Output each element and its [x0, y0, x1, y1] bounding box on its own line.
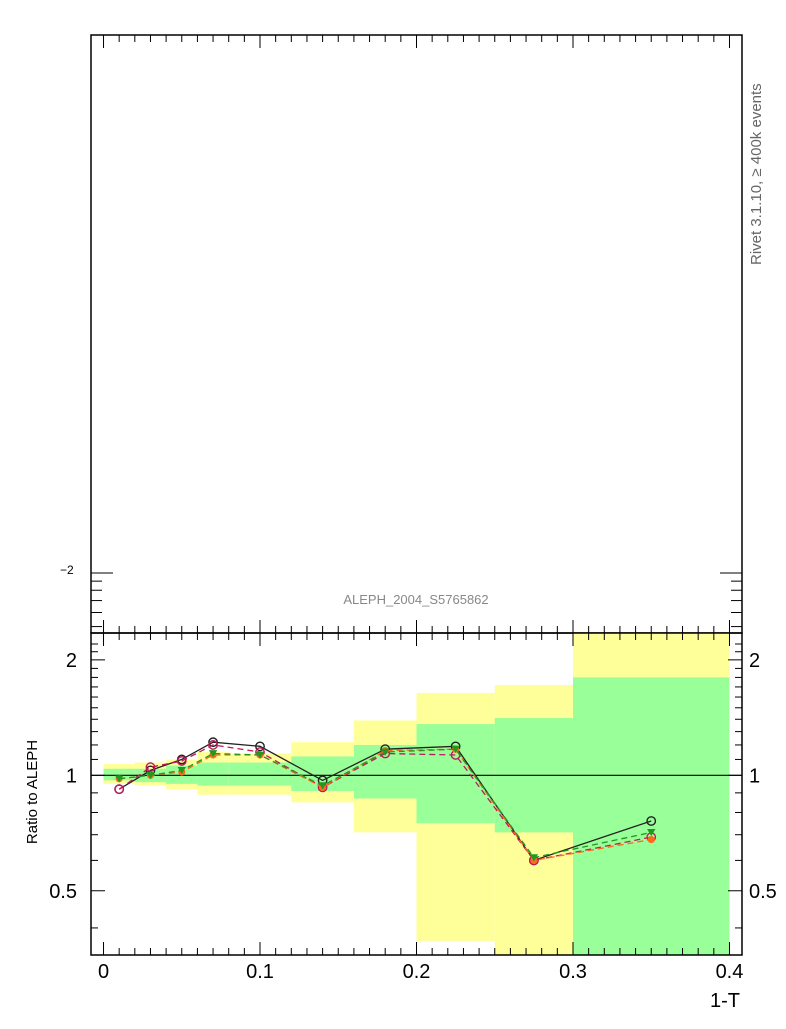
series-point — [381, 748, 390, 756]
analysis-label: ALEPH_2004_S5765862 — [343, 592, 488, 607]
series-point — [146, 771, 155, 780]
ratio-band-inner — [228, 762, 292, 786]
ratio-ytick-label: 1 — [66, 765, 77, 787]
ratio-ytick-label-right: 0.5 — [749, 881, 777, 903]
x-axis: 0 0.1 0.2 0.3 0.4 1-T — [98, 961, 743, 1012]
main-panel: −2 ALEPH_2004_S5765862 — [60, 34, 743, 634]
series-line — [118, 744, 652, 862]
ratio-ytick-labels: 0.5 0.5 1 1 2 2 — [49, 650, 777, 903]
main-ytick-exponent: −2 — [60, 563, 74, 577]
ratio-ytick-label: 2 — [66, 650, 77, 672]
ratio-panel-ticks — [91, 633, 742, 955]
rivet-watermark: Rivet 3.1.10, ≥ 400k events — [748, 83, 765, 265]
ratio-band-inner — [103, 768, 135, 781]
series-point — [529, 854, 539, 862]
main-panel-frame — [90, 34, 743, 634]
ratio-panel: 0.5 0.5 1 1 2 2 Ratio to ALEPH — [24, 632, 777, 956]
x-axis-label: 1-T — [710, 990, 740, 1012]
series-point — [177, 767, 186, 775]
series-line — [119, 748, 652, 862]
series-point — [318, 782, 327, 790]
xtick-label: 0.1 — [246, 961, 274, 983]
ratio-series-3 — [114, 745, 656, 862]
series-point — [114, 775, 124, 783]
ratio-series — [114, 737, 657, 866]
xtick-labels: 0 0.1 0.2 0.3 0.4 — [98, 961, 743, 983]
series-point — [451, 745, 460, 753]
series-point — [647, 835, 655, 844]
series-point — [255, 741, 265, 752]
main-panel-ticks — [91, 35, 742, 633]
series-point — [255, 751, 265, 759]
series-line — [119, 748, 652, 859]
xtick-label: 0.2 — [403, 961, 431, 983]
series-point — [646, 816, 657, 826]
xtick-label: 0.3 — [559, 961, 587, 983]
series-point — [208, 740, 218, 750]
ratio-ytick-label: 0.5 — [49, 881, 77, 903]
ratio-ylabel: Ratio to ALEPH — [24, 740, 41, 844]
series-point — [208, 750, 218, 758]
ratio-ytick-label-right: 2 — [749, 650, 760, 672]
series-point — [647, 828, 656, 837]
series-point — [208, 737, 218, 748]
series-point — [114, 784, 125, 795]
ratio-band-inner — [197, 762, 229, 786]
main-panel-ytick-label: −2 — [60, 563, 74, 577]
ratio-bands — [103, 633, 730, 955]
series-point — [176, 756, 187, 766]
xtick-label: 0.4 — [716, 961, 744, 983]
series-point — [145, 762, 156, 773]
xtick-label: 0 — [98, 961, 109, 983]
ratio-band-inner — [416, 724, 495, 824]
ratio-ytick-label-right: 1 — [749, 765, 760, 787]
